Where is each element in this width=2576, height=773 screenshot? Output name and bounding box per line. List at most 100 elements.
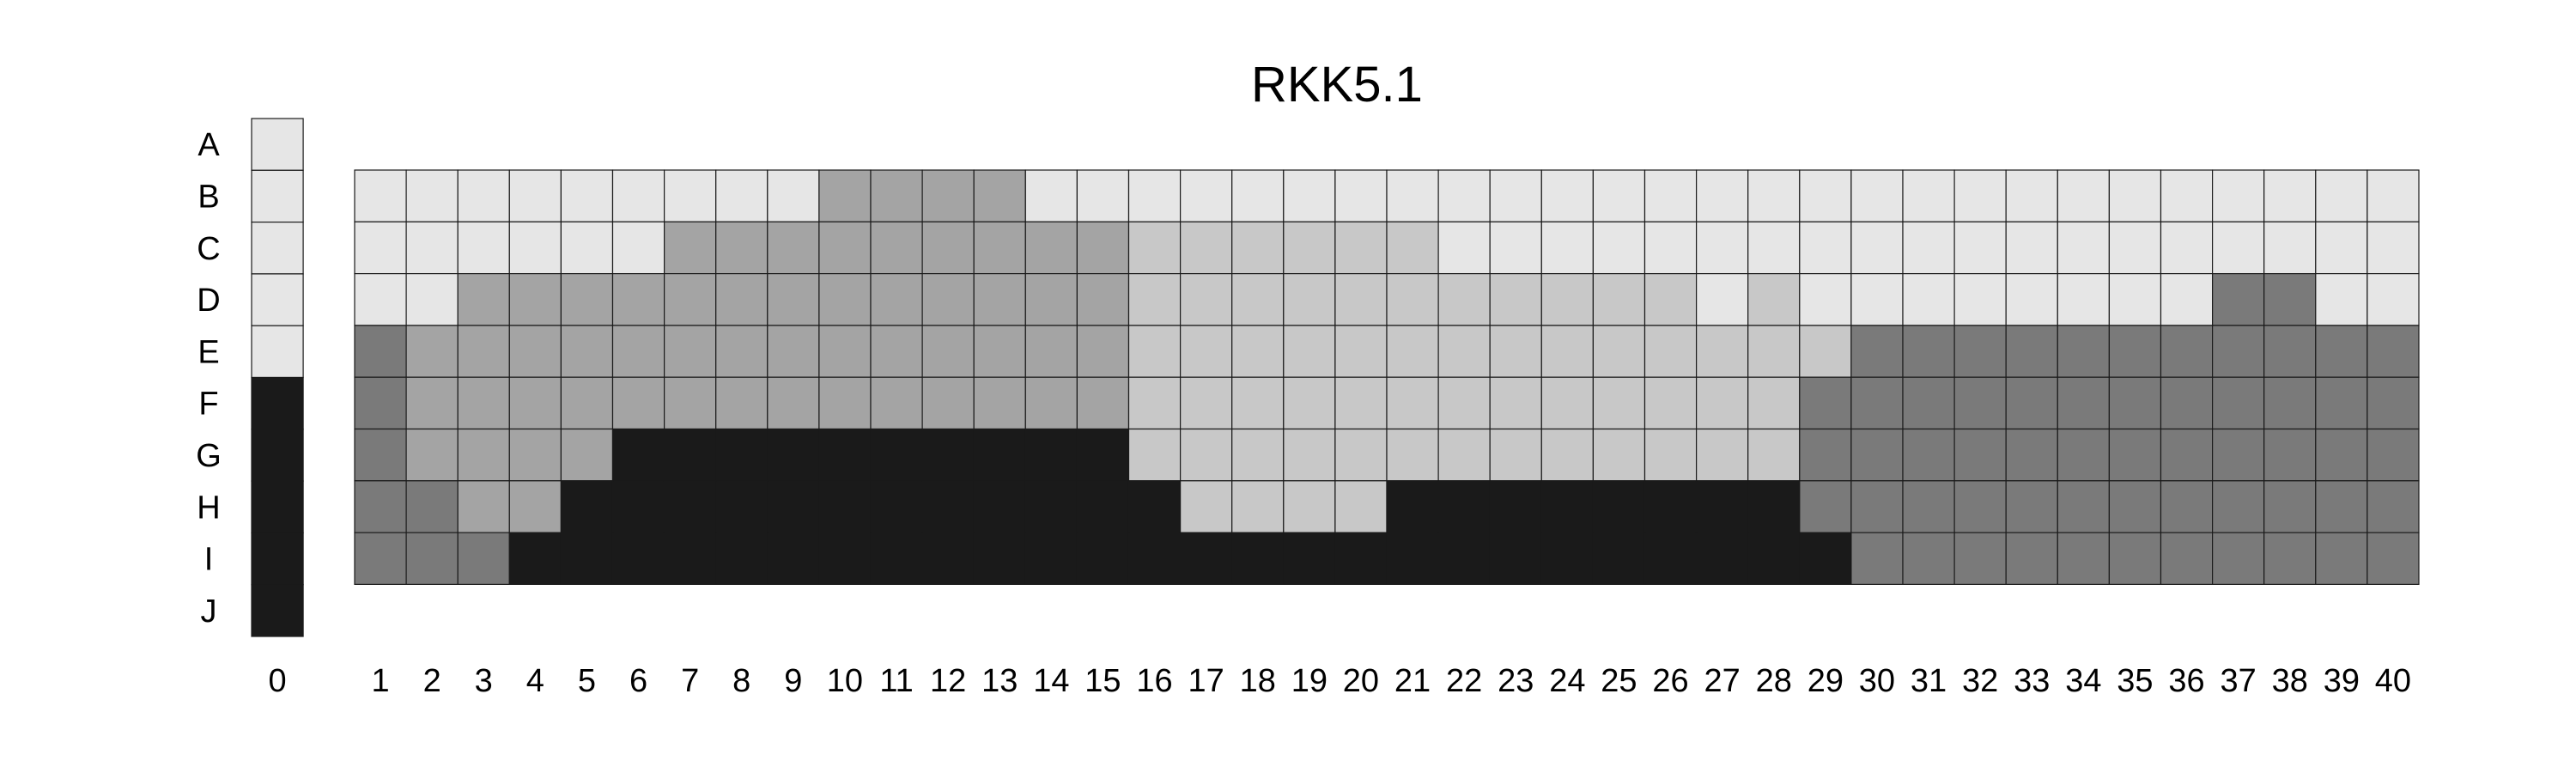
cell-f-38 — [2263, 376, 2317, 430]
cell-h-1 — [354, 480, 407, 533]
cell-i-29 — [1799, 532, 1852, 585]
cell-h-39 — [2315, 480, 2368, 533]
cell-g-12 — [921, 428, 975, 482]
column-label-13: 13 — [981, 663, 1018, 699]
cell-d-37 — [2212, 273, 2265, 326]
cell-d-3 — [457, 273, 510, 326]
column-label-25: 25 — [1601, 663, 1637, 699]
cell-f-40 — [2366, 376, 2420, 430]
cell-i-11 — [870, 532, 923, 585]
cell-c-29 — [1799, 221, 1852, 275]
cell-c-6 — [611, 221, 665, 275]
cell-i-27 — [1695, 532, 1749, 585]
cell-h-10 — [818, 480, 872, 533]
cell-c-33 — [2005, 221, 2058, 275]
cell-c-31 — [1902, 221, 1955, 275]
cell-d-20 — [1334, 273, 1388, 326]
cell-d-7 — [663, 273, 717, 326]
cell-e-9 — [767, 325, 820, 378]
cell-f-17 — [1179, 376, 1233, 430]
cell-g-28 — [1747, 428, 1801, 482]
cell-c-12 — [921, 221, 975, 275]
cell-b-7 — [663, 169, 717, 222]
cell-h-30 — [1850, 480, 1904, 533]
cell-c-20 — [1334, 221, 1388, 275]
cell-f-12 — [921, 376, 975, 430]
column-label-6: 6 — [629, 663, 647, 699]
cell-c-13 — [973, 221, 1026, 275]
cell-b-23 — [1489, 169, 1542, 222]
cell-i-32 — [1953, 532, 2007, 585]
cell-h-17 — [1179, 480, 1233, 533]
cell-g-32 — [1953, 428, 2007, 482]
cell-i-24 — [1540, 532, 1595, 585]
cell-h-5 — [560, 480, 614, 533]
column-label-28: 28 — [1756, 663, 1792, 699]
cell-b-15 — [1076, 169, 1130, 222]
cell-i-26 — [1643, 532, 1698, 585]
cell-g-38 — [2263, 428, 2317, 482]
cell-d-6 — [611, 273, 665, 326]
cell-c-9 — [767, 221, 820, 275]
cell-d-23 — [1489, 273, 1542, 326]
cell-b-33 — [2005, 169, 2058, 222]
cell-g-17 — [1179, 428, 1233, 482]
cell-g-11 — [870, 428, 923, 482]
cell-e-21 — [1386, 325, 1439, 378]
column-label-5: 5 — [578, 663, 596, 699]
cell-e-16 — [1127, 325, 1182, 378]
cell-d-16 — [1127, 273, 1182, 326]
cell-c-18 — [1231, 221, 1285, 275]
cell-b-22 — [1437, 169, 1491, 222]
cell-h-33 — [2005, 480, 2058, 533]
cell-i-8 — [715, 532, 769, 585]
cell-b-12 — [921, 169, 975, 222]
cell-f-20 — [1334, 376, 1388, 430]
column-labels: 0 1 2 3 4 5 6 7 8 9 10 11 12 13 14 15 16 17 18 19 20 21 22 23 24… — [268, 663, 2411, 699]
cell-h-32 — [1953, 480, 2007, 533]
column-label-21: 21 — [1394, 663, 1431, 699]
cell-g-34 — [2057, 428, 2111, 482]
cell-d-13 — [973, 273, 1026, 326]
cell-g-39 — [2315, 428, 2368, 482]
cell-g-36 — [2160, 428, 2214, 482]
cell-d-15 — [1076, 273, 1130, 326]
row-label-c: C — [197, 231, 220, 267]
cell-b-21 — [1386, 169, 1439, 222]
cell-h-36 — [2160, 480, 2214, 533]
row-label-d: D — [197, 283, 220, 319]
cell-c-38 — [2263, 221, 2317, 275]
cell-d-12 — [921, 273, 975, 326]
cell-f-34 — [2057, 376, 2111, 430]
cell-b-18 — [1231, 169, 1285, 222]
cell-b-2 — [405, 169, 459, 222]
cell-b-32 — [1953, 169, 2007, 222]
column-label-27: 27 — [1704, 663, 1741, 699]
cell-h-37 — [2212, 480, 2265, 533]
cell-d-18 — [1231, 273, 1285, 326]
column-label-36: 36 — [2168, 663, 2204, 699]
column-label-39: 39 — [2324, 663, 2360, 699]
cell-e-31 — [1902, 325, 1955, 378]
cell-g-20 — [1334, 428, 1388, 482]
cell-b-36 — [2160, 169, 2214, 222]
cell-d-38 — [2263, 273, 2317, 326]
row-label-a: A — [197, 127, 220, 163]
cell-b-5 — [560, 169, 614, 222]
cell-i-9 — [767, 532, 820, 585]
cell-c-25 — [1592, 221, 1646, 275]
cell-h-13 — [973, 480, 1026, 533]
column-label-22: 22 — [1446, 663, 1482, 699]
cell-b-17 — [1179, 169, 1233, 222]
reference-cell-h — [251, 480, 304, 533]
column-label-2: 2 — [423, 663, 441, 699]
column-label-40: 40 — [2375, 663, 2411, 699]
column-label-10: 10 — [827, 663, 863, 699]
cell-e-24 — [1540, 325, 1595, 378]
cell-b-9 — [767, 169, 820, 222]
cell-d-5 — [560, 273, 614, 326]
cell-g-15 — [1076, 428, 1130, 482]
cell-g-13 — [973, 428, 1026, 482]
cell-d-10 — [818, 273, 872, 326]
row-label-e: E — [197, 334, 219, 370]
